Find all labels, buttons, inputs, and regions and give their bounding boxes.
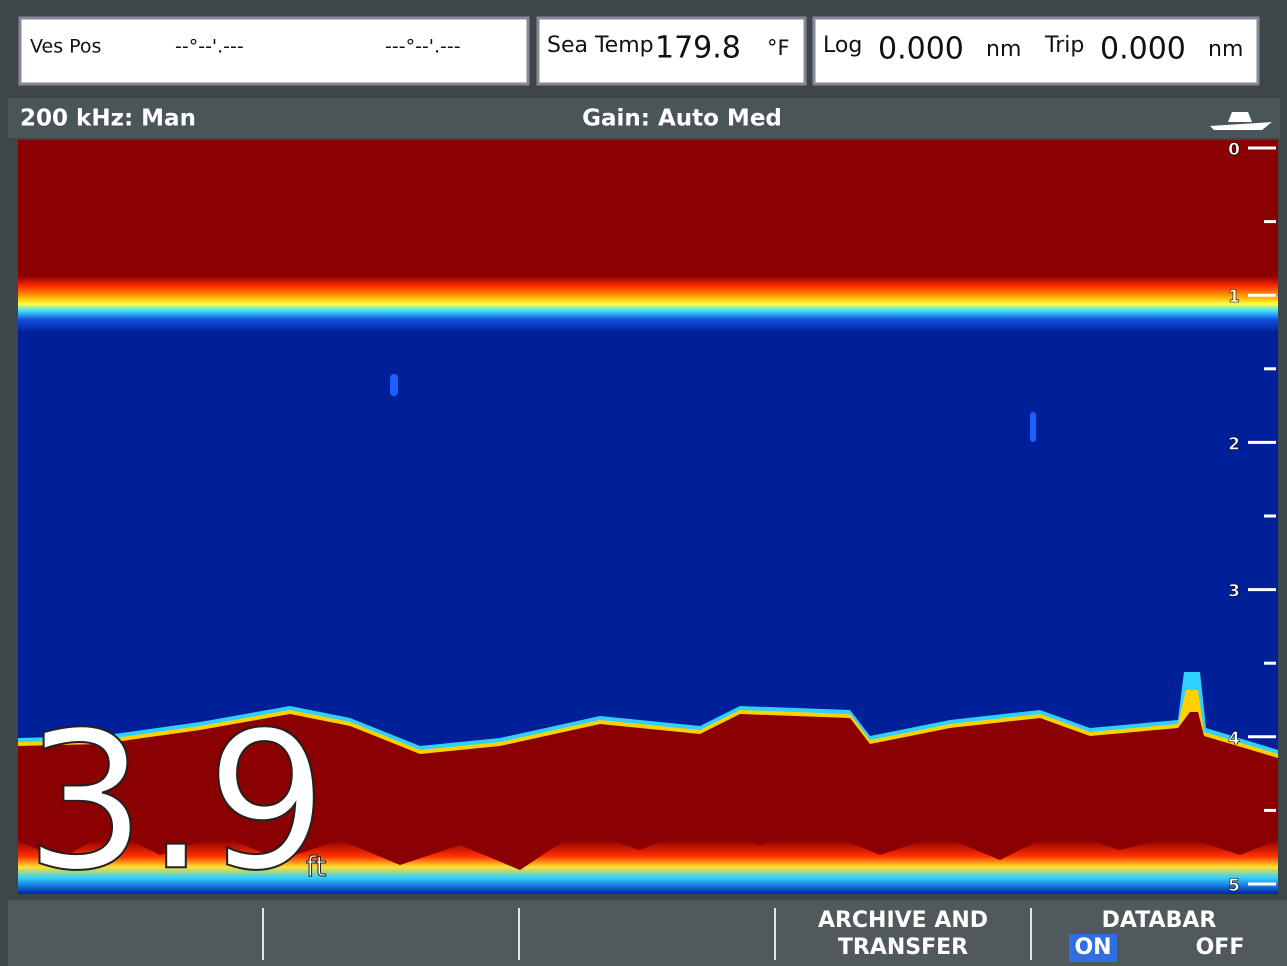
depth-unit: ft — [306, 850, 326, 883]
scale-label: 2 — [1228, 434, 1240, 454]
scale-label: 5 — [1228, 876, 1240, 896]
sea-temp-label: Sea Temp — [547, 33, 654, 58]
log-label: Log — [823, 33, 862, 58]
log-value: 0.000 — [878, 32, 964, 67]
softkey-label[interactable]: DATABAR — [1102, 908, 1217, 933]
latitude: --°--'.--- — [175, 36, 244, 58]
option-on[interactable]: ON — [1074, 935, 1111, 960]
gain: Gain: Auto Med — [582, 106, 782, 132]
sea-temp-unit: °F — [767, 36, 790, 60]
softkey-label[interactable]: TRANSFER — [838, 935, 968, 960]
log-unit: nm — [986, 37, 1021, 62]
trip-value: 0.000 — [1100, 32, 1186, 67]
scale-label: 1 — [1228, 287, 1240, 307]
sonar-screen: Ves Pos --°--'.--- ---°--'.--- Sea Temp … — [0, 0, 1287, 966]
page: Ves Pos --°--'.--- ---°--'.--- Sea Temp … — [0, 0, 1287, 966]
scale-label: 3 — [1228, 582, 1240, 602]
softkey-label[interactable]: ARCHIVE AND — [818, 908, 988, 933]
option-off[interactable]: OFF — [1196, 935, 1245, 960]
scale-label: 4 — [1228, 729, 1240, 749]
ves-pos-label: Ves Pos — [30, 36, 101, 58]
trip-label: Trip — [1044, 33, 1084, 58]
frequency: 200 kHz: Man — [20, 106, 196, 132]
longitude: ---°--'.--- — [385, 36, 461, 58]
depth-value: 3.9 — [25, 691, 327, 912]
sea-temp-value: 179.8 — [655, 31, 741, 66]
scale-label: 0 — [1228, 140, 1240, 160]
trip-unit: nm — [1208, 37, 1243, 62]
